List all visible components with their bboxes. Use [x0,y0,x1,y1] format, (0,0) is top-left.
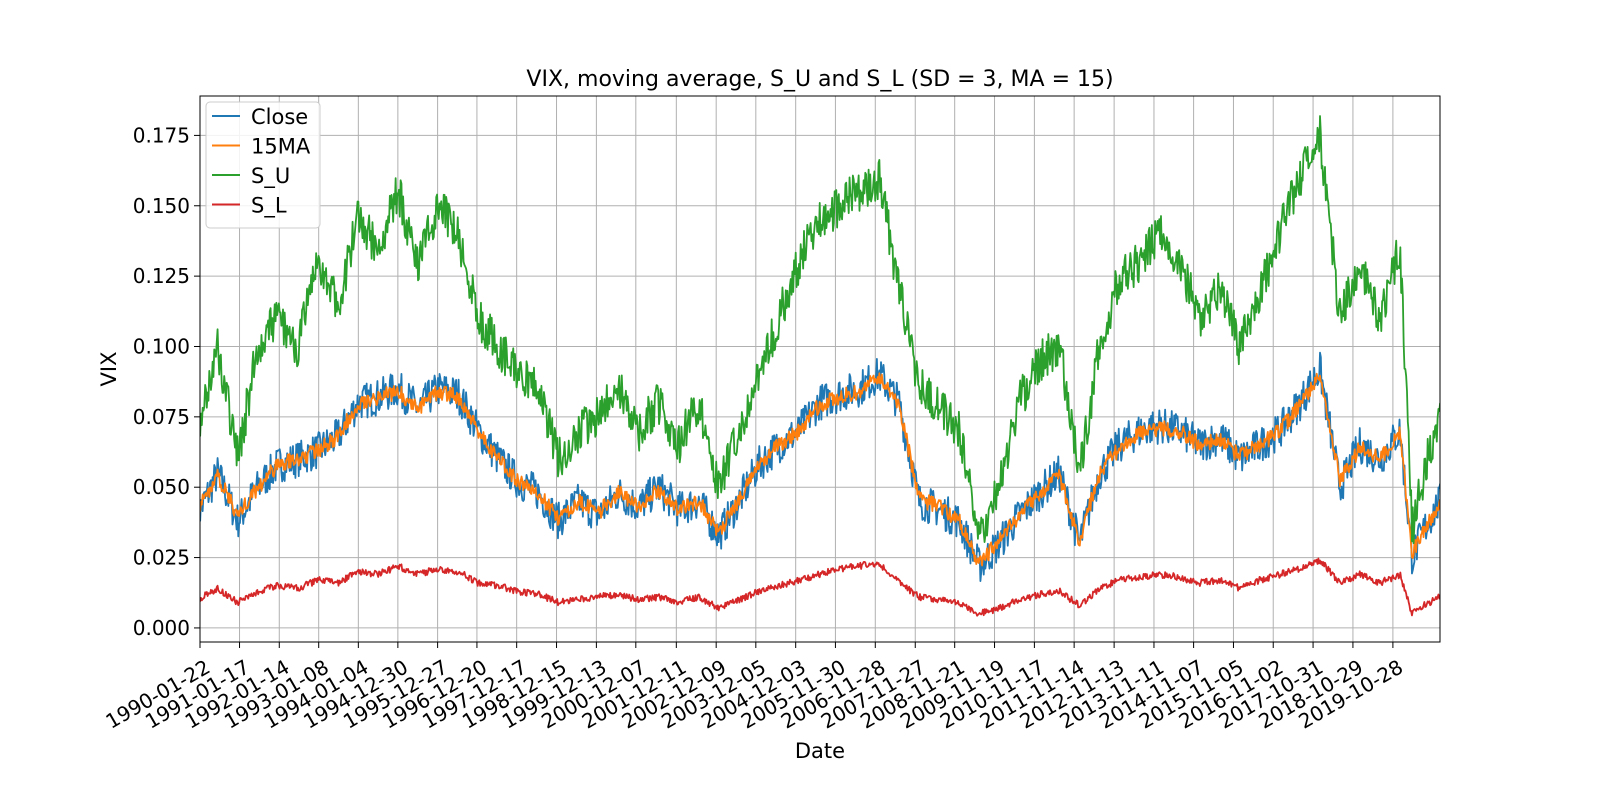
series-line-s_u [200,115,1440,545]
y-tick-label: 0.125 [133,264,190,288]
x-axis: 1990-01-221991-01-171992-01-141993-01-08… [101,642,1407,734]
x-axis-label: Date [795,739,845,763]
y-tick-label: 0.025 [133,546,190,570]
series-group [200,115,1440,617]
y-axis-label: VIX [97,352,121,387]
y-tick-label: 0.000 [133,616,190,640]
legend: Close 15MA S_U S_L [205,101,321,229]
legend-box [205,101,321,229]
y-tick-label: 0.100 [133,334,190,358]
plot-frame [199,95,1441,643]
series-line-15ma [200,372,1440,567]
series-line-s_l [200,557,1440,617]
y-tick-label: 0.175 [133,123,190,147]
legend-label: S_L [251,194,287,219]
legend-label: S_U [251,164,290,189]
legend-label: 15MA [251,135,311,159]
plot-area [200,96,1440,642]
chart-title: VIX, moving average, S_U and S_L (SD = 3… [526,67,1113,92]
y-axis: 0.000 0.025 0.050 0.075 0.100 0.125 0.150 0.175 [133,123,200,640]
legend-label: Close [251,105,308,129]
y-tick-label: 0.150 [133,194,190,218]
y-tick-label: 0.075 [133,405,190,429]
y-tick-label: 0.050 [133,475,190,499]
